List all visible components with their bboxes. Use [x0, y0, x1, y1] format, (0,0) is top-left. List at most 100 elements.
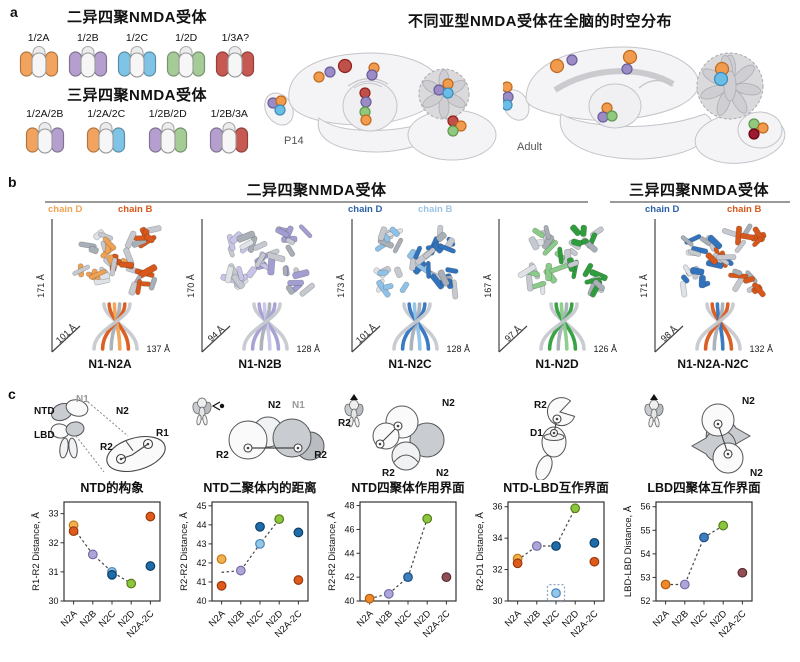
- data-point-green: [274, 514, 285, 525]
- data-point-lightPurple: [531, 541, 542, 551]
- height-dimension-label: 171 Å: [36, 274, 46, 298]
- receptor-icon: [117, 45, 157, 78]
- width-dimension-label: 126 Å: [593, 344, 617, 354]
- receptor-icon: [216, 45, 255, 78]
- receptor-distribution-dot-orange: [455, 120, 467, 132]
- data-point-darkBlue: [551, 541, 561, 551]
- receptor-label: 1/2B: [76, 32, 99, 44]
- di-structures-header: 二异四聚NMDA受体: [246, 182, 387, 199]
- y-tick-label: 41: [196, 577, 206, 587]
- x-category-label: N2A: [651, 608, 672, 629]
- schematic-label: N1: [292, 400, 305, 411]
- y-tick-label: 46: [344, 524, 354, 534]
- chart-title: NTD二聚体内的距离: [203, 481, 317, 495]
- y-tick-label: 40: [196, 596, 206, 606]
- tri-header-underline: [610, 201, 790, 203]
- x-category-label: N2C: [541, 608, 562, 629]
- schematic-label: D1: [530, 428, 543, 439]
- y-axis-label: R2-R2 Distance, Å: [179, 512, 190, 591]
- y-tick-label: 40: [344, 596, 354, 606]
- receptor-label: 1/2A/2B: [26, 108, 64, 120]
- receptor-distribution-dot-orange: [601, 102, 613, 114]
- width-dimension-label: 128 Å: [446, 344, 470, 354]
- data-point-green: [422, 513, 433, 524]
- receptor-icon: [19, 45, 58, 78]
- y-axis-label: R1-R2 Distance, Å: [31, 512, 42, 591]
- receptor-distribution-dot-orange: [360, 114, 372, 126]
- receptor-distribution-dot-orange: [757, 122, 769, 134]
- chain-b-label: chain B: [418, 204, 453, 215]
- receptor-label: 1/2D: [175, 32, 198, 44]
- di-header-underline: [45, 201, 588, 203]
- receptor-icon: [167, 45, 206, 78]
- data-point-orange: [364, 593, 375, 604]
- height-dimension-label: 170 Å: [186, 274, 196, 298]
- data-point-lightBlue: [551, 588, 561, 599]
- data-point-green: [126, 578, 137, 589]
- brain-age-label: Adult: [517, 141, 542, 153]
- x-category-label: N2A: [355, 608, 376, 629]
- brain-age-label: P14: [284, 135, 304, 147]
- structure-card: chain D chain B 171 Å 101 Å 137 Å N1-N2A: [36, 204, 184, 380]
- x-category-label: N2C: [97, 608, 118, 629]
- x-category-label: N2A: [503, 608, 524, 629]
- y-tick-label: 52: [640, 596, 650, 606]
- di-receptor-title: 二异四聚NMDA受体: [67, 9, 207, 26]
- y-tick-label: 44: [344, 548, 354, 558]
- chain-b-label: chain B: [727, 204, 762, 215]
- data-point-green: [718, 520, 729, 531]
- data-point-lightPurple: [87, 549, 98, 560]
- receptor-item: 1/2B/2D: [148, 108, 188, 155]
- receptor-distribution-dot-orange: [549, 58, 565, 74]
- depth-dimension-label: 98 Å: [659, 324, 679, 344]
- chain-d-label: chain D: [348, 204, 383, 215]
- data-point-lightBlue: [255, 538, 265, 549]
- receptor-distribution-dot-blue: [442, 87, 454, 99]
- y-tick-label: 43: [196, 539, 206, 549]
- receptor-icon: [87, 121, 126, 154]
- schematic-label: R2: [338, 418, 351, 429]
- x-category-label: N2A: [207, 608, 228, 629]
- structure-name: N1-N2A: [88, 357, 132, 371]
- chart-title: NTD-LBD互作界面: [503, 481, 609, 495]
- data-point-lightPurple: [679, 579, 690, 590]
- width-dimension-label: 128 Å: [296, 344, 320, 354]
- data-point-darkBlue: [293, 527, 304, 538]
- brain-p14-diagram: P14: [264, 52, 497, 161]
- structure-name: N1-N2D: [535, 357, 579, 371]
- receptor-icon: [210, 121, 249, 154]
- structure-name: N1-N2B: [238, 357, 282, 371]
- receptor-distribution-dot-purple: [566, 54, 578, 66]
- y-tick-label: 36: [492, 502, 502, 512]
- receptor-label: 1/3A?: [221, 32, 250, 44]
- schematic-label: N2: [268, 400, 281, 411]
- structure-name: N1-N2A-N2C: [677, 357, 749, 371]
- schematic-label: N2: [742, 396, 755, 407]
- receptor-label: 1/2A/2C: [87, 108, 126, 120]
- x-category-label: N2B: [374, 608, 395, 629]
- y-tick-label: 33: [48, 509, 58, 519]
- receptor-distribution-dot-orange: [503, 81, 513, 93]
- x-category-label: N2B: [522, 608, 543, 629]
- schematic-2: N2 N1 R2 R2: [192, 397, 327, 461]
- receptor-label: 1/2B/3A: [210, 108, 248, 120]
- tri-receptor-row: 1/2A/2B 1/2A/2C 1/2B/2D 1/2B/3A: [14, 108, 260, 155]
- height-dimension-label: 171 Å: [639, 274, 649, 298]
- structure-rendering-N1-N2A: 171 Å 101 Å 137 Å: [36, 219, 170, 354]
- schematic-label: R2: [382, 468, 395, 479]
- data-point-lightOrange: [216, 554, 227, 565]
- receptor-label: 1/2A: [27, 32, 50, 44]
- schematic-label: N2: [116, 406, 129, 417]
- di-receptor-row: 1/2A 1/2B 1/2C 1/2D 1/3A?: [14, 32, 260, 79]
- y-tick-label: 56: [640, 502, 650, 512]
- schematic-1: N1 NTD LBD N2 R2 R1: [34, 394, 169, 473]
- x-category-label: N2C: [393, 608, 414, 629]
- y-tick-label: 30: [48, 596, 58, 606]
- y-tick-label: 53: [640, 572, 650, 582]
- trend-line: [517, 508, 576, 561]
